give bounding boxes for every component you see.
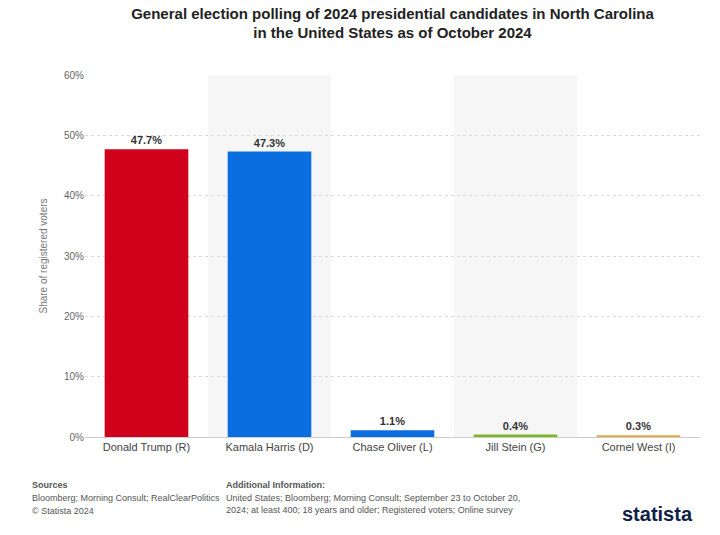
svg-text:10%: 10% <box>64 371 84 382</box>
svg-text:0%: 0% <box>70 432 85 443</box>
svg-text:60%: 60% <box>64 70 84 81</box>
svg-text:Share of registered voters: Share of registered voters <box>38 198 49 313</box>
svg-text:Cornel West (I): Cornel West (I) <box>602 441 676 453</box>
svg-text:United States; Bloomberg; Morn: United States; Bloomberg; Morning Consul… <box>226 493 520 515</box>
svg-text:Chase Oliver (L): Chase Oliver (L) <box>352 441 432 453</box>
svg-text:Donald Trump (R): Donald Trump (R) <box>103 441 190 453</box>
svg-text:Kamala Harris (D): Kamala Harris (D) <box>225 441 313 453</box>
svg-text:General election polling of 20: General election polling of 2024 preside… <box>131 5 654 42</box>
svg-text:© Statista 2024: © Statista 2024 <box>32 506 94 516</box>
svg-text:1.1%: 1.1% <box>380 415 405 427</box>
svg-text:30%: 30% <box>64 251 84 262</box>
svg-text:50%: 50% <box>64 130 84 141</box>
svg-text:Jill Stein (G): Jill Stein (G) <box>486 441 546 453</box>
svg-text:Bloomberg; Morning Consult; Re: Bloomberg; Morning Consult; RealClearPol… <box>32 493 220 503</box>
svg-text:47.7%: 47.7% <box>131 134 162 146</box>
svg-text:statista: statista <box>622 503 693 525</box>
svg-text:Sources: Sources <box>32 480 68 490</box>
svg-text:Additional Information:: Additional Information: <box>226 480 325 490</box>
svg-text:0.3%: 0.3% <box>626 420 651 432</box>
svg-text:0.4%: 0.4% <box>503 420 528 432</box>
svg-text:20%: 20% <box>64 311 84 322</box>
svg-text:47.3%: 47.3% <box>254 137 285 149</box>
svg-text:40%: 40% <box>64 190 84 201</box>
